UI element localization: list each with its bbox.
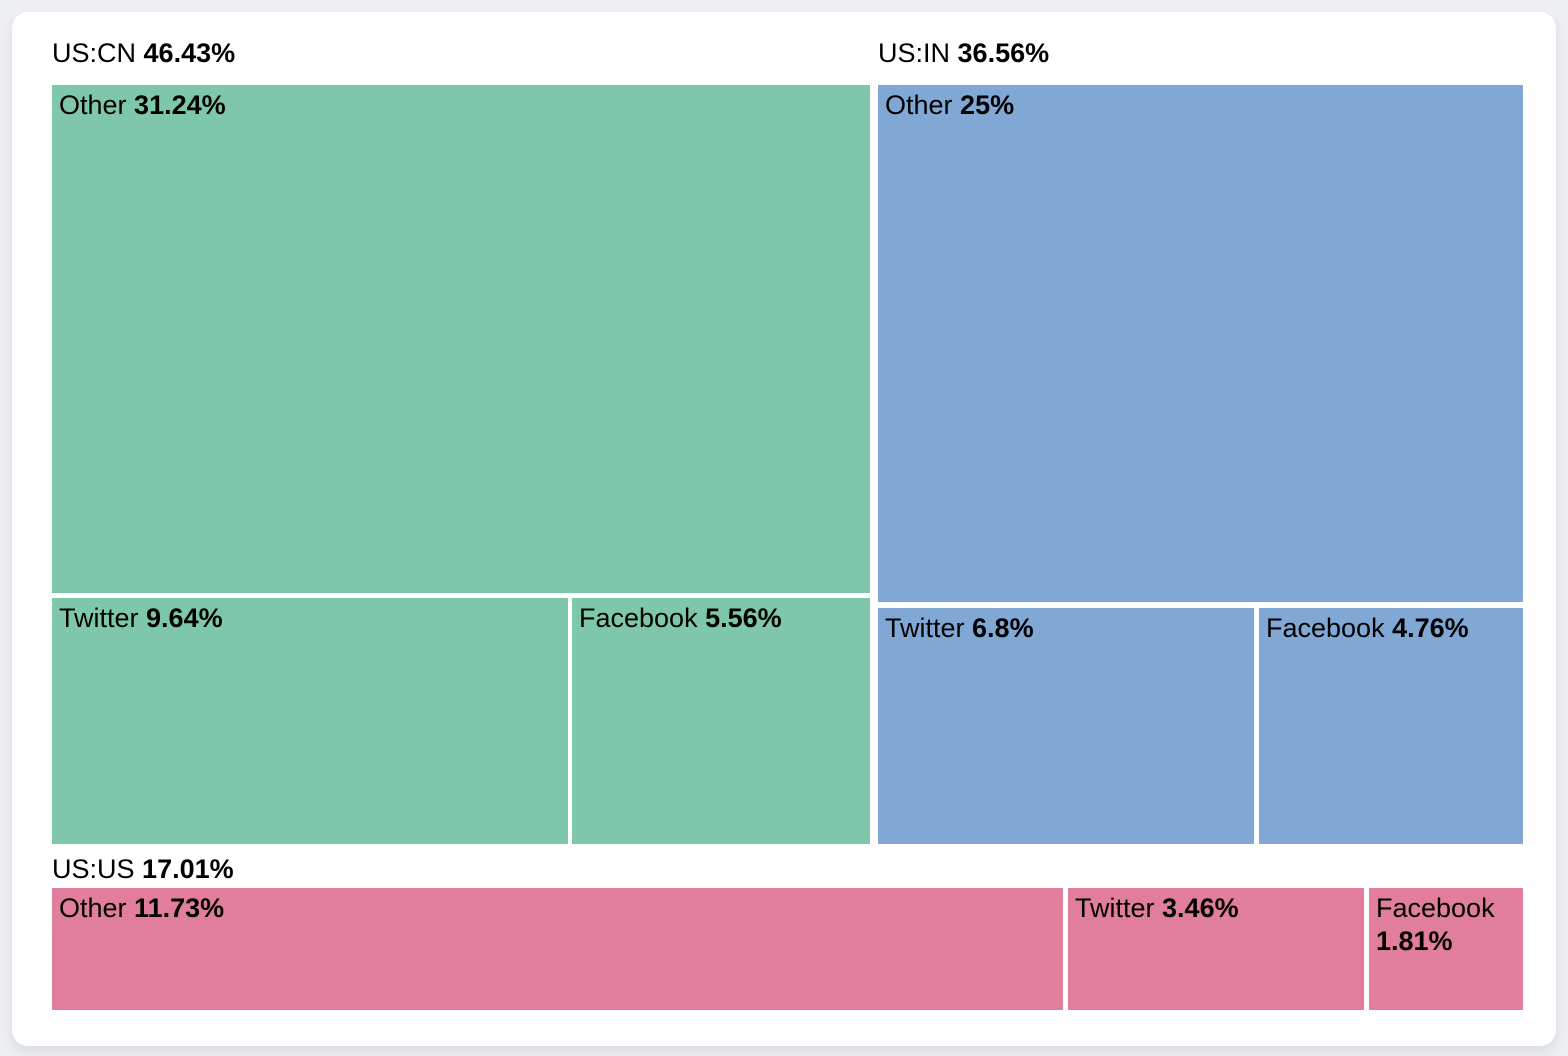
tile-us-us-twitter[interactable]: Twitter 3.46% — [1068, 888, 1364, 1010]
tile-name: Twitter — [1075, 893, 1155, 923]
tile-percent: 4.76% — [1392, 613, 1469, 643]
group-name: US:CN — [52, 38, 137, 68]
tile-name: Other — [59, 90, 127, 120]
tile-percent: 9.64% — [146, 603, 223, 633]
group-name: US:IN — [878, 38, 951, 68]
tile-name: Facebook — [1376, 893, 1495, 923]
tile-percent: 11.73% — [134, 893, 225, 923]
tile-percent: 31.24% — [134, 90, 226, 120]
group-header-us-us: US:US 17.01% — [52, 852, 234, 886]
tile-name: Twitter — [59, 603, 139, 633]
tile-name: Twitter — [885, 613, 965, 643]
tile-percent: 25% — [960, 90, 1015, 120]
group-name: US:US — [52, 854, 135, 884]
group-percent: 46.43% — [143, 38, 236, 68]
tile-name: Facebook — [1266, 613, 1385, 643]
tile-percent: 6.8% — [972, 613, 1034, 643]
tile-us-cn-facebook[interactable]: Facebook 5.56% — [572, 598, 870, 844]
tile-us-in-other[interactable]: Other 25% — [878, 85, 1523, 602]
group-percent: 17.01% — [142, 854, 234, 884]
tile-us-in-facebook[interactable]: Facebook 4.76% — [1259, 608, 1523, 844]
tile-name: Other — [59, 893, 127, 923]
group-header-us-cn: US:CN 46.43% — [52, 36, 235, 70]
tile-us-us-other[interactable]: Other 11.73% — [52, 888, 1063, 1010]
group-header-us-in: US:IN 36.56% — [878, 36, 1049, 70]
tile-percent: 5.56% — [705, 603, 782, 633]
tile-percent: 1.81% — [1376, 926, 1453, 956]
tile-name: Facebook — [579, 603, 698, 633]
tile-us-in-twitter[interactable]: Twitter 6.8% — [878, 608, 1254, 844]
treemap-card: US:CN 46.43% Other 31.24% Twitter 9.64% … — [12, 12, 1556, 1046]
tile-us-cn-twitter[interactable]: Twitter 9.64% — [52, 598, 568, 844]
group-percent: 36.56% — [957, 38, 1050, 68]
tile-percent: 3.46% — [1162, 893, 1239, 923]
tile-us-us-facebook[interactable]: Facebook 1.81% — [1369, 888, 1523, 1010]
tile-us-cn-other[interactable]: Other 31.24% — [52, 85, 870, 593]
tile-name: Other — [885, 90, 953, 120]
